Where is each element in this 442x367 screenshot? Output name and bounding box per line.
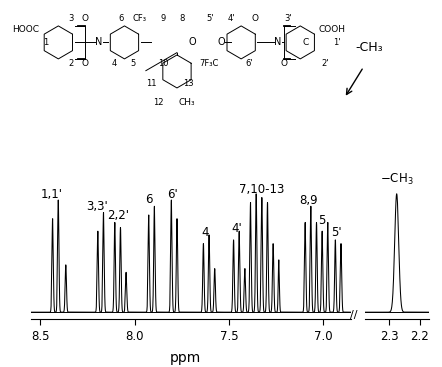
Text: 5': 5' (331, 226, 342, 239)
Text: $-$CH$_3$: $-$CH$_3$ (380, 172, 413, 187)
Text: O: O (189, 37, 196, 47)
Text: 8,9: 8,9 (300, 194, 318, 207)
Text: 4': 4' (228, 14, 235, 23)
Text: 5': 5' (206, 14, 214, 23)
Text: O: O (81, 14, 88, 23)
Text: O: O (280, 59, 287, 68)
Text: -CH₃: -CH₃ (356, 41, 383, 54)
Text: N: N (95, 37, 103, 47)
Text: O: O (81, 59, 88, 68)
Text: 10: 10 (158, 59, 168, 68)
Text: 13: 13 (183, 79, 194, 88)
Text: 1': 1' (333, 38, 340, 47)
Text: ppm: ppm (170, 351, 201, 365)
Text: O: O (217, 37, 225, 47)
Text: 3: 3 (68, 14, 73, 23)
Text: O: O (251, 14, 258, 23)
Text: N: N (274, 37, 282, 47)
Text: C: C (302, 38, 309, 47)
Text: 5: 5 (319, 214, 326, 227)
Text: 4: 4 (202, 226, 209, 239)
Text: 8: 8 (179, 14, 185, 23)
Text: //: // (350, 310, 357, 320)
Text: 12: 12 (153, 98, 164, 108)
Text: CH₃: CH₃ (179, 98, 195, 108)
Text: 4': 4' (231, 222, 242, 235)
Text: 6: 6 (118, 14, 123, 23)
Text: 2': 2' (321, 59, 328, 68)
Text: 6': 6' (245, 59, 253, 68)
Text: 6: 6 (145, 193, 152, 206)
Text: 6': 6' (167, 188, 178, 201)
Text: 11: 11 (146, 79, 156, 88)
Text: 2,2': 2,2' (107, 209, 129, 222)
Text: 2: 2 (68, 59, 73, 68)
Text: 1,1': 1,1' (41, 188, 63, 201)
Text: 3': 3' (284, 14, 292, 23)
Text: CF₃: CF₃ (132, 14, 146, 23)
Text: 1: 1 (43, 38, 49, 47)
Text: 7F₃C: 7F₃C (200, 59, 219, 68)
Text: COOH: COOH (319, 25, 346, 34)
Text: 7,10-13: 7,10-13 (239, 183, 285, 196)
Text: 5: 5 (130, 59, 136, 68)
Text: 3,3': 3,3' (86, 200, 108, 213)
Text: 4: 4 (112, 59, 118, 68)
Text: 9: 9 (161, 14, 166, 23)
Text: HOOC: HOOC (11, 25, 38, 34)
